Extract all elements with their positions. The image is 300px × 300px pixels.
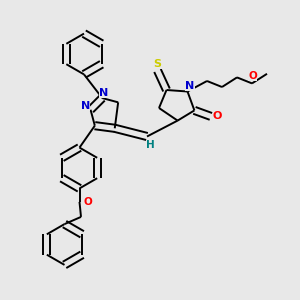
Text: O: O <box>213 111 222 122</box>
Text: N: N <box>99 88 108 98</box>
Text: O: O <box>248 71 257 81</box>
Text: S: S <box>154 59 161 69</box>
Text: H: H <box>146 140 154 150</box>
Text: N: N <box>80 101 90 111</box>
Text: N: N <box>185 81 194 91</box>
Text: O: O <box>83 197 92 207</box>
